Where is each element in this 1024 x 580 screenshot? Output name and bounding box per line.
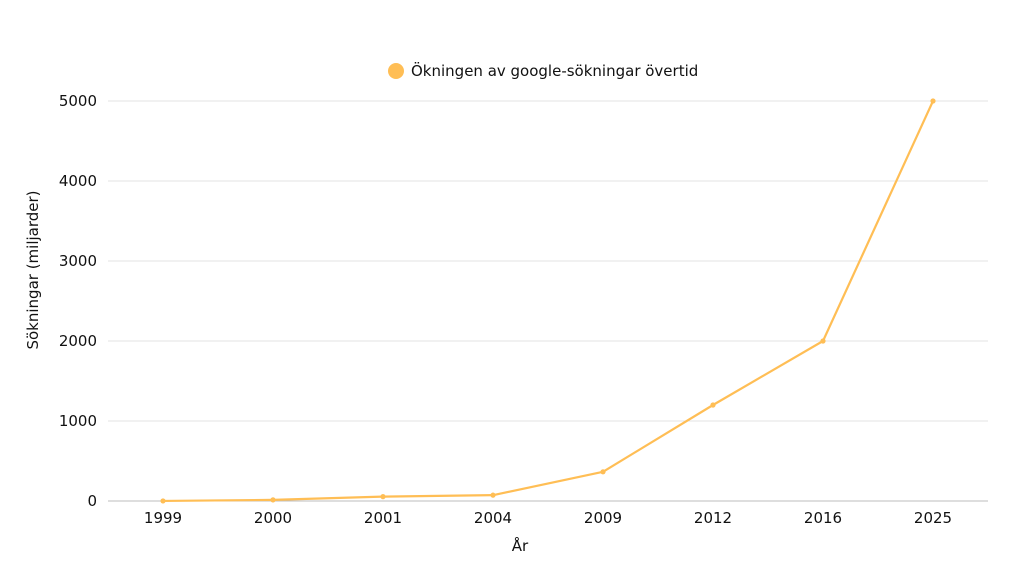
y-tick-label: 5000 [59,92,97,110]
data-point [270,497,276,503]
x-tick-label: 2001 [364,509,402,527]
data-point [820,338,826,344]
y-tick-label: 0 [87,492,97,510]
data-point [930,98,936,104]
data-point [490,492,496,498]
data-point [160,498,166,504]
axes: 0 1000 2000 3000 4000 5000 1999 2000 2001 2004 200… [59,92,988,527]
x-axis-title: År [512,536,529,555]
y-tick-label: 3000 [59,252,97,270]
y-tick-label: 2000 [59,332,97,350]
legend-label: Ökningen av google-sökningar övertid [411,61,698,80]
series-layer [160,98,936,504]
x-tick-label: 2025 [914,509,952,527]
y-tick-label: 4000 [59,172,97,190]
legend-swatch [388,63,404,79]
x-tick-label: 2004 [474,509,512,527]
x-tick-label: 2000 [254,509,292,527]
gridlines [108,100,988,422]
x-tick-label: 2016 [804,509,842,527]
x-tick-label: 2012 [694,509,732,527]
y-axis-title: Sökningar (miljarder) [24,190,42,349]
legend: Ökningen av google-sökningar övertid [388,61,698,80]
x-tick-label: 1999 [144,509,182,527]
x-tick-label: 2009 [584,509,622,527]
y-tick-label: 1000 [59,412,97,430]
data-point [600,469,606,475]
data-point [710,402,716,408]
data-point [380,494,386,500]
series-line [161,99,935,503]
